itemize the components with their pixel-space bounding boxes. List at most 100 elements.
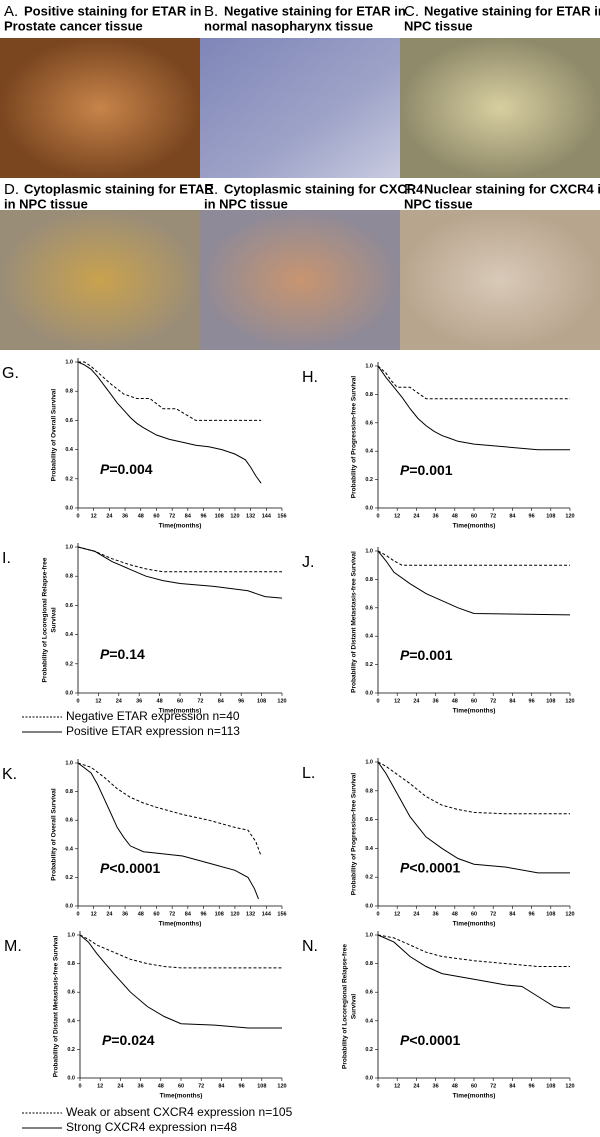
x-tick-label: 60 <box>178 1083 184 1089</box>
y-tick-label: 0.6 <box>365 605 373 611</box>
p-text: <0.0001 <box>409 1032 460 1048</box>
p-text: <0.0001 <box>109 860 160 876</box>
survival-curve <box>78 361 262 421</box>
p-symbol: P <box>102 1032 112 1048</box>
y-axis-label: Probability of Distant Metastasis-free S… <box>351 551 358 693</box>
x-tick-label: 72 <box>490 911 496 917</box>
y-tick-label: 0.4 <box>365 634 374 640</box>
p-symbol: P <box>100 860 110 876</box>
legend-label: Positive ETAR expression n=113 <box>66 724 240 738</box>
survival-curve <box>377 934 570 1009</box>
y-tick-label: 0.6 <box>365 420 373 426</box>
p-symbol: P <box>400 859 410 875</box>
x-tick-label: 108 <box>257 1083 266 1089</box>
x-tick-label: 96 <box>529 911 535 917</box>
x-tick-label: 132 <box>246 513 255 519</box>
y-tick-label: 1.0 <box>67 932 75 938</box>
x-tick-label: 36 <box>433 698 439 704</box>
y-tick-label: 0.2 <box>365 662 373 668</box>
x-tick-label: 120 <box>565 513 574 519</box>
x-tick-label: 84 <box>218 1083 225 1089</box>
y-tick-label: 1.0 <box>365 932 373 938</box>
x-tick-label: 60 <box>471 513 477 519</box>
y-tick-label: 0.4 <box>65 447 74 453</box>
x-tick-label: 60 <box>471 698 477 704</box>
y-tick-label: 0.0 <box>365 505 373 511</box>
y-tick-label: 0.0 <box>365 690 373 696</box>
panel-letter: D. <box>4 181 19 198</box>
panel-letter: N. <box>302 938 318 955</box>
p-symbol: P <box>100 461 110 477</box>
x-tick-label: 36 <box>433 911 439 917</box>
panel-letter: L. <box>302 765 315 782</box>
panel-letter: F. <box>404 181 416 198</box>
panel-caption: Negative staining for ETAR in <box>424 3 600 18</box>
x-tick-label: 84 <box>185 513 192 519</box>
y-tick-label: 0.4 <box>67 1018 76 1024</box>
x-tick-label: 12 <box>95 698 101 704</box>
x-tick-label: 84 <box>509 911 516 917</box>
x-tick-label: 84 <box>509 513 516 519</box>
x-tick-label: 96 <box>238 698 244 704</box>
x-tick-label: 120 <box>565 698 574 704</box>
histology-image <box>200 38 400 178</box>
histology-image <box>400 210 600 350</box>
x-tick-label: 108 <box>215 911 224 917</box>
x-tick-label: 24 <box>106 513 113 519</box>
x-tick-label: 36 <box>122 513 128 519</box>
panel-letter: H. <box>302 369 318 386</box>
panel-caption: Nuclear staining for CXCR4 in <box>424 181 600 196</box>
x-tick-label: 24 <box>413 513 420 519</box>
y-tick-label: 0.6 <box>365 817 373 823</box>
x-tick-label: 120 <box>277 698 286 704</box>
panel-caption: Cytoplasmic staining for ETAR <box>24 181 214 196</box>
legend-label: Strong CXCR4 expression n=48 <box>66 1120 237 1134</box>
y-tick-label: 0.4 <box>365 1018 374 1024</box>
panel-caption: Negative staining for ETAR in <box>224 3 406 18</box>
y-axis-label: Probability of Progression-free Survival <box>351 773 358 896</box>
y-tick-label: 0.8 <box>65 389 73 395</box>
y-tick-label: 0.4 <box>365 449 374 455</box>
y-tick-label: 0.2 <box>65 476 73 482</box>
y-tick-label: 0.6 <box>67 990 75 996</box>
panel-caption: normal nasopharynx tissue <box>204 18 373 33</box>
x-axis-label: Time(months) <box>159 921 202 928</box>
x-axis-label: Time(months) <box>453 523 496 530</box>
x-tick-label: 24 <box>413 698 420 704</box>
y-tick-label: 0.2 <box>65 661 73 667</box>
x-tick-label: 144 <box>262 911 272 917</box>
x-tick-label: 48 <box>452 911 458 917</box>
panel-caption: Prostate cancer tissue <box>4 18 143 33</box>
survival-curve <box>377 761 570 874</box>
x-tick-label: 48 <box>452 513 458 519</box>
y-tick-label: 0.0 <box>65 903 73 909</box>
x-tick-label: 48 <box>138 911 144 917</box>
x-tick-label: 24 <box>117 1083 124 1089</box>
x-tick-label: 36 <box>136 698 142 704</box>
survival-curve <box>77 361 262 484</box>
p-value: P=0.001 <box>400 647 453 663</box>
survival-curve <box>377 365 570 451</box>
x-tick-label: 144 <box>262 513 272 519</box>
x-tick-label: 120 <box>230 911 239 917</box>
y-axis-label: Probability of Overall Survival <box>51 389 58 482</box>
histology-image <box>0 210 200 350</box>
y-tick-label: 0.2 <box>365 875 373 881</box>
y-tick-label: 0.6 <box>65 418 73 424</box>
p-text: <0.0001 <box>409 859 460 875</box>
x-tick-label: 24 <box>413 1083 420 1089</box>
x-tick-label: 36 <box>122 911 128 917</box>
p-text: =0.14 <box>109 646 145 662</box>
y-tick-label: 0.6 <box>365 990 373 996</box>
x-tick-label: 108 <box>546 513 555 519</box>
x-tick-label: 156 <box>277 911 286 917</box>
p-symbol: P <box>400 1032 410 1048</box>
p-value: P=0.001 <box>400 462 453 478</box>
x-tick-label: 120 <box>565 1083 574 1089</box>
p-text: =0.001 <box>409 462 452 478</box>
x-tick-label: 48 <box>157 698 163 704</box>
y-tick-label: 1.0 <box>65 544 73 550</box>
x-tick-label: 72 <box>490 698 496 704</box>
survival-curve <box>377 550 571 616</box>
x-tick-label: 108 <box>546 698 555 704</box>
